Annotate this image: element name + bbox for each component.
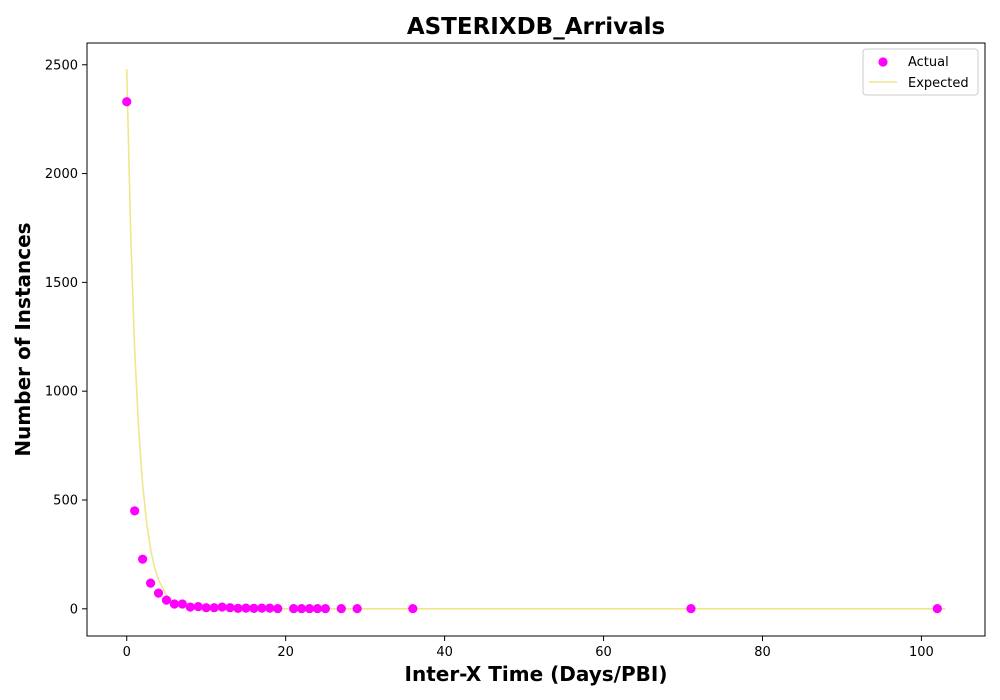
actual-point [312, 603, 323, 614]
x-axis-title: Inter-X Time (Days/PBI) [405, 662, 668, 686]
y-tick-label: 1500 [45, 276, 78, 291]
plot-background [87, 43, 985, 636]
actual-point [408, 603, 418, 614]
actual-point [304, 603, 315, 614]
actual-point [209, 603, 219, 613]
actual-point [185, 602, 195, 612]
plot-area [87, 43, 985, 636]
y-tick-label: 2500 [45, 58, 78, 73]
y-tick-label: 1000 [45, 385, 78, 400]
actual-point [320, 603, 331, 614]
x-tick-label: 100 [909, 645, 934, 660]
actual-series [122, 97, 942, 614]
actual-point [169, 599, 180, 609]
actual-point [177, 599, 187, 609]
actual-point [138, 554, 148, 564]
axes [86, 42, 986, 637]
legend-label-actual: Actual [908, 55, 949, 70]
actual-point [225, 603, 235, 613]
legend-box [862, 48, 979, 96]
x-tick-label: 80 [754, 645, 771, 660]
actual-point [273, 603, 283, 614]
actual-point [233, 603, 243, 613]
actual-point [122, 97, 132, 107]
axes-frame [86, 42, 986, 637]
x-tick-label: 20 [277, 645, 294, 660]
actual-point [686, 603, 696, 614]
chart-title: ASTERIXDB_Arrivals [407, 14, 665, 40]
y-tick-label: 0 [70, 602, 78, 617]
actual-point [352, 603, 362, 614]
actual-point [336, 603, 346, 614]
legend: Actual Expected [862, 48, 979, 96]
y-tick-label: 2000 [45, 167, 78, 182]
x-tick-label: 40 [436, 645, 453, 660]
actual-point [193, 602, 203, 612]
actual-point [161, 595, 172, 605]
x-tick-label: 0 [123, 645, 131, 660]
actual-point [201, 603, 211, 613]
actual-point [289, 603, 299, 614]
y-axis-title: Number of Instances [11, 222, 35, 456]
actual-point [241, 603, 251, 613]
actual-point [153, 588, 164, 598]
actual-point [145, 578, 156, 588]
x-tick-label: 60 [595, 645, 612, 660]
actual-point [265, 603, 275, 613]
actual-point [932, 603, 942, 614]
actual-point [217, 602, 227, 612]
actual-point [296, 603, 307, 614]
legend-label-expected: Expected [908, 76, 969, 91]
y-tick-label: 500 [53, 493, 78, 508]
legend-marker-actual [878, 57, 888, 67]
actual-point [130, 506, 140, 516]
actual-point [249, 603, 259, 613]
actual-point [257, 603, 267, 613]
